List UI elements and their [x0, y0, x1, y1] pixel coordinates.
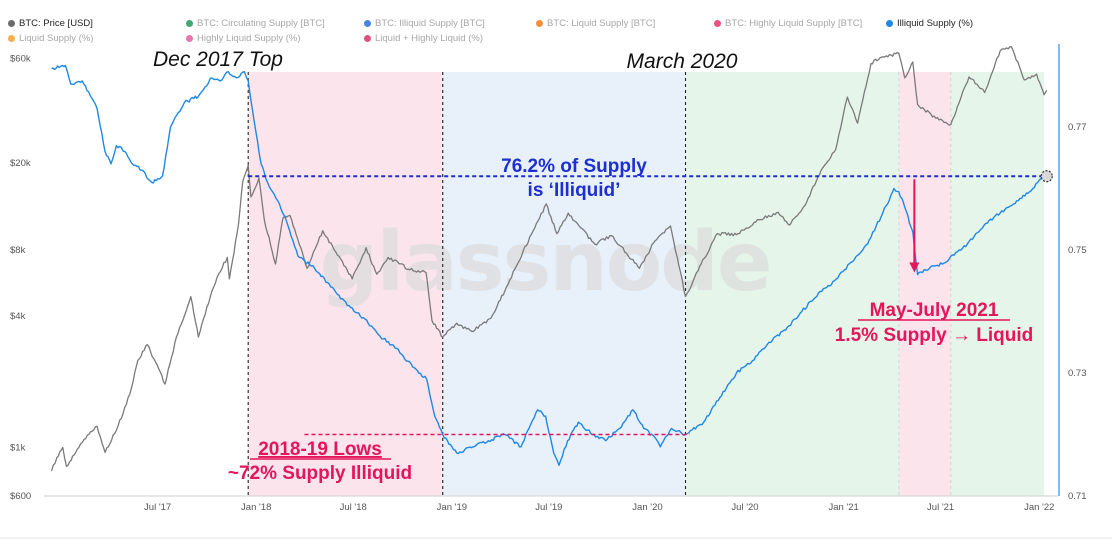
phase-band — [950, 72, 1045, 496]
legend-item[interactable]: Highly Liquid Supply (%) — [186, 33, 301, 44]
arrow-head — [909, 262, 920, 273]
x-tick-label: Jan '22 — [1024, 502, 1054, 513]
legend-item[interactable]: BTC: Price [USD] — [8, 18, 93, 29]
y-left-tick-label: $600 — [10, 491, 31, 502]
legend-label: Highly Liquid Supply (%) — [197, 33, 301, 44]
legend-swatch — [186, 35, 193, 42]
y-right-tick-label: 0.75 — [1068, 245, 1087, 256]
annotation-lows-line1: 2018-19 Lows — [258, 439, 382, 460]
legend-swatch — [186, 20, 193, 27]
y-left-tick-label: $8k — [10, 245, 26, 256]
legend-item[interactable]: BTC: Highly Liquid Supply [BTC] — [714, 18, 862, 29]
legend-label: BTC: Illiquid Supply [BTC] — [375, 18, 485, 29]
y-left-tick-label: $20k — [10, 158, 31, 169]
legend-swatch — [536, 20, 543, 27]
phase-band — [685, 72, 899, 496]
x-tick-label: Jul '18 — [340, 502, 367, 513]
annotation-illiquid-line2: is ‘Illiquid’ — [528, 180, 621, 201]
y-left-tick-label: $4k — [10, 311, 26, 322]
phase-band — [248, 72, 443, 496]
legend-swatch — [8, 35, 15, 42]
legend-swatch — [886, 20, 893, 27]
current-value-marker — [1040, 170, 1053, 183]
x-tick-label: Jul '21 — [927, 502, 954, 513]
x-tick-label: Jul '17 — [144, 502, 171, 513]
phase-band — [442, 72, 686, 496]
legend-item[interactable]: BTC: Circulating Supply [BTC] — [186, 18, 325, 29]
y-left-tick-label: $1k — [10, 442, 26, 453]
chart-legend: BTC: Price [USD] BTC: Circulating Supply … — [8, 18, 1068, 48]
legend-label: Liquid Supply (%) — [19, 33, 94, 44]
x-tick-label: Jul '19 — [535, 502, 562, 513]
annotation-dec-2017-top: Dec 2017 Top — [153, 48, 283, 71]
series-line-illiquid — [51, 64, 1048, 466]
legend-label: BTC: Price [USD] — [19, 18, 93, 29]
legend-label: Liquid + Highly Liquid (%) — [375, 33, 483, 44]
legend-swatch — [364, 35, 371, 42]
legend-swatch — [714, 20, 721, 27]
y-right-tick-label: 0.77 — [1068, 122, 1087, 133]
x-tick-label: Jan '20 — [632, 502, 662, 513]
legend-item[interactable]: Liquid + Highly Liquid (%) — [364, 33, 483, 44]
x-tick-label: Jan '21 — [828, 502, 858, 513]
annotation-lows-line2: ~72% Supply Illiquid — [228, 463, 412, 484]
legend-label: Illiquid Supply (%) — [897, 18, 974, 29]
annotation-may-july-line1: May-July 2021 — [870, 300, 999, 321]
y-right-tick-label: 0.71 — [1068, 491, 1087, 502]
legend-item[interactable]: BTC: Liquid Supply [BTC] — [536, 18, 655, 29]
legend-item[interactable]: BTC: Illiquid Supply [BTC] — [364, 18, 485, 29]
legend-item[interactable]: Liquid Supply (%) — [8, 33, 93, 44]
legend-swatch — [364, 20, 371, 27]
legend-swatch — [8, 20, 15, 27]
annotation-march-2020: March 2020 — [627, 50, 738, 73]
series-line-price — [50, 46, 1048, 472]
legend-label: BTC: Liquid Supply [BTC] — [547, 18, 656, 29]
legend-row-2: Liquid Supply (%) Highly Liquid Supply (%… — [8, 33, 1068, 48]
y-left-tick-label: $60k — [10, 54, 31, 65]
x-tick-label: Jan '18 — [241, 502, 271, 513]
y-right-tick-label: 0.73 — [1068, 368, 1087, 379]
watermark: glassnode — [320, 215, 771, 310]
phase-band — [898, 72, 951, 496]
x-tick-label: Jan '19 — [437, 502, 467, 513]
x-tick-label: Jul '20 — [731, 502, 758, 513]
annotation-illiquid-line1: 76.2% of Supply — [501, 156, 647, 177]
legend-label: BTC: Highly Liquid Supply [BTC] — [725, 18, 863, 29]
legend-row-1: BTC: Price [USD] BTC: Circulating Supply … — [8, 18, 1068, 33]
annotation-may-july-line2: 1.5% Supply → Liquid — [835, 325, 1033, 346]
legend-item[interactable]: Illiquid Supply (%) — [886, 18, 973, 29]
legend-label: BTC: Circulating Supply [BTC] — [197, 18, 325, 29]
